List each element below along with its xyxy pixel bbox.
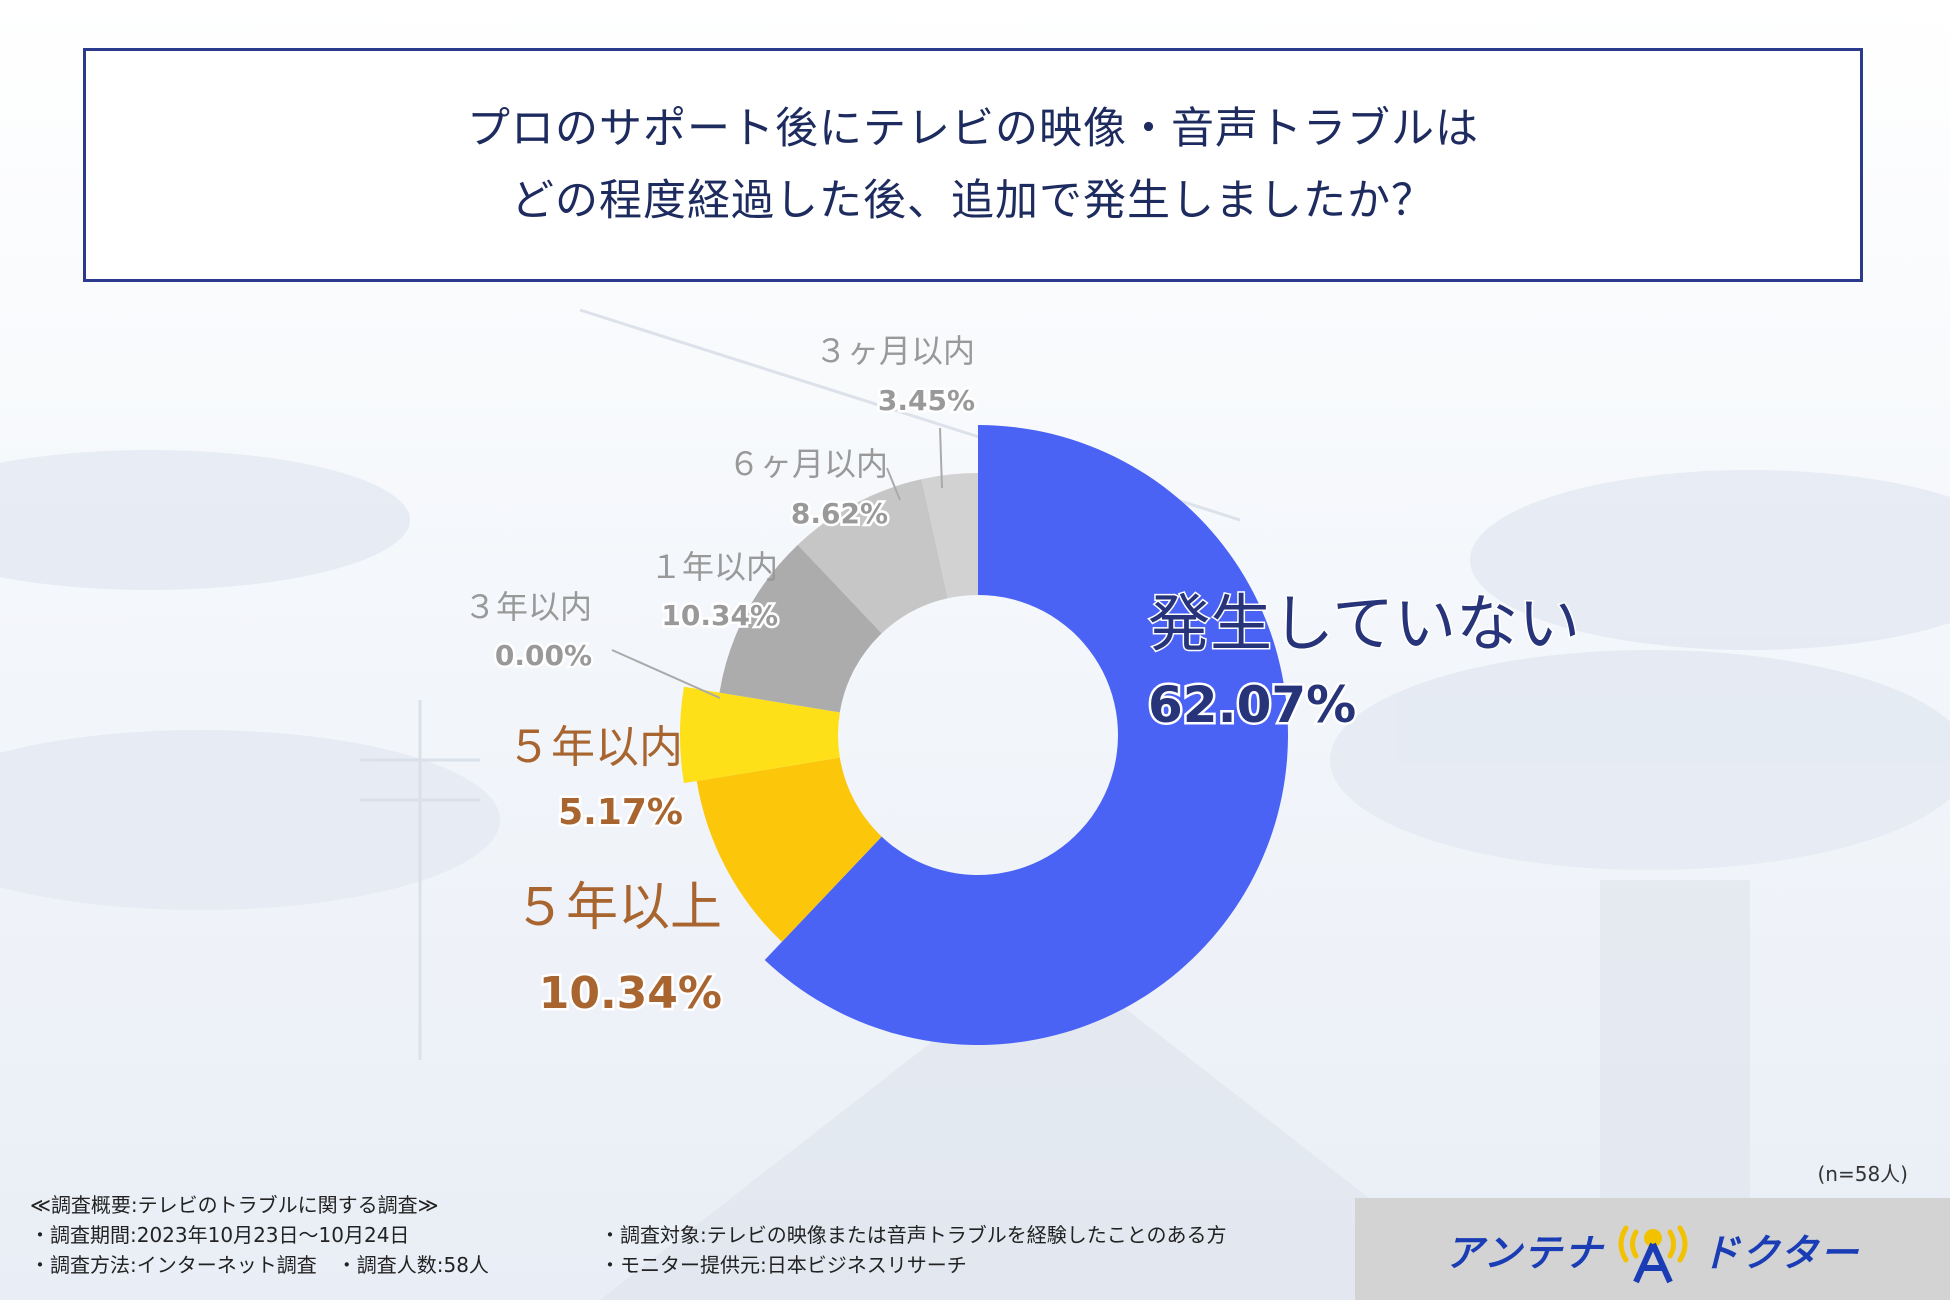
slice-2 [680, 686, 840, 784]
antenna-mascot-icon [1618, 1225, 1687, 1284]
survey-provider: ・モニター提供元:日本ビジネスリサーチ [600, 1253, 967, 1277]
slice-value-5: 8.62% [791, 497, 888, 530]
logo-text-left: アンテナ [1445, 1230, 1604, 1275]
leader-line-1 [886, 467, 901, 501]
title-box: プロのサポート後にテレビの映像・音声トラブルは どの程度経過した後、追加で発生し… [83, 48, 1863, 282]
slice-label-3: ３年以内 [464, 588, 592, 626]
slice-5 [797, 479, 948, 634]
leader-line-0 [939, 427, 943, 489]
slice-value-3: 0.00% [495, 639, 592, 672]
slice-1 [696, 757, 882, 942]
survey-target: ・調査対象:テレビの映像または音声トラブルを経験したことのある方 [600, 1223, 1227, 1247]
slice-label-1: ５年以上 [514, 878, 722, 938]
slice-value-2: 5.17% [558, 792, 683, 833]
leader-line-2 [611, 649, 721, 699]
slice-label-4: １年以内 [650, 548, 778, 586]
slice-4 [719, 544, 882, 713]
slice-value-1: 10.34% [539, 968, 722, 1019]
slice-label-0: 発生していない [1148, 587, 1580, 660]
slice-label-6: ３ヶ月以内 [815, 332, 975, 370]
survey-heading: ≪調査概要:テレビのトラブルに関する調査≫ [30, 1193, 439, 1217]
slice-value-6: 3.45% [878, 384, 975, 417]
title-line-1: プロのサポート後にテレビの映像・音声トラブルは [467, 104, 1479, 154]
survey-summary-col2: ・調査対象:テレビの映像または音声トラブルを経験したことのある方 ・モニター提供… [600, 1220, 1227, 1280]
slice-label-5: ６ヶ月以内 [728, 445, 888, 483]
sample-size-note: (n=58人) [1817, 1162, 1909, 1186]
slice-6 [921, 473, 978, 599]
slice-label-2: ５年以内 [507, 722, 683, 773]
survey-period: ・調査期間:2023年10月23日〜10月24日 [30, 1223, 410, 1247]
slice-value-0: 62.07% [1148, 676, 1356, 734]
logo-text-right: ドクター [1701, 1230, 1860, 1275]
slice-0 [764, 425, 1288, 1045]
title-line-2: どの程度経過した後、追加で発生しましたか？ [511, 176, 1435, 226]
slice-value-4: 10.34% [661, 599, 778, 632]
brand-logo: アンテナ ドクター [1355, 1198, 1950, 1300]
survey-method: ・調査方法:インターネット調査 ・調査人数:58人 [30, 1253, 489, 1277]
survey-summary: ≪調査概要:テレビのトラブルに関する調査≫ ・調査期間:2023年10月23日〜… [30, 1190, 489, 1280]
